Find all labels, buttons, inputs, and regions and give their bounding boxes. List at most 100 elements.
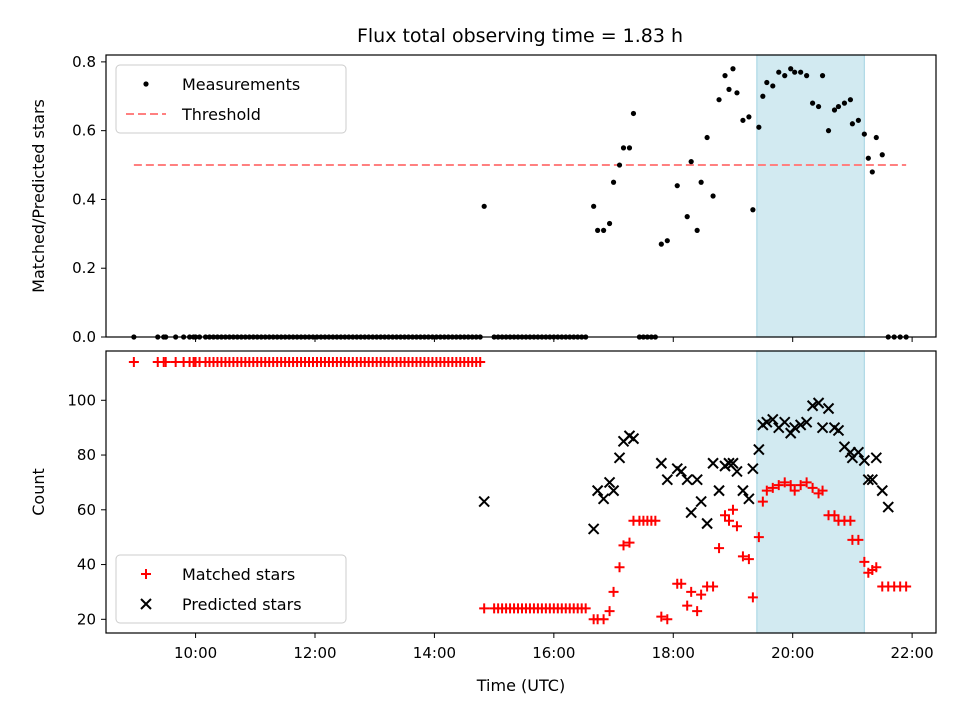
data-point — [479, 603, 490, 614]
data-point — [704, 134, 710, 141]
data-point — [730, 66, 736, 72]
data-point — [876, 484, 888, 497]
data-point — [779, 416, 791, 428]
y-tick-label: 20 — [77, 610, 96, 628]
data-point — [788, 66, 794, 72]
data-point — [740, 117, 746, 123]
x-tick-label: 20:00 — [771, 644, 814, 662]
data-point — [601, 227, 607, 233]
data-point — [770, 83, 776, 89]
y-tick-label: 40 — [77, 556, 96, 574]
y-tick-label: 100 — [67, 391, 96, 409]
plot-frame — [105, 54, 937, 338]
data-point — [591, 484, 604, 497]
data-point — [831, 107, 838, 113]
data-point — [580, 603, 591, 614]
data-point — [613, 452, 626, 464]
data-point — [809, 100, 816, 106]
data-point — [624, 537, 635, 548]
data-point — [691, 473, 703, 486]
data-point — [819, 73, 826, 79]
data-point — [160, 356, 171, 367]
data-point — [726, 86, 732, 92]
data-point — [767, 413, 779, 426]
data-point — [841, 100, 848, 106]
data-point — [714, 543, 725, 554]
data-point — [710, 193, 716, 199]
data-point — [756, 124, 762, 130]
data-point — [658, 241, 664, 247]
data-point — [731, 521, 742, 532]
data-point — [847, 97, 854, 103]
x-axis-label: Time (UTC) — [476, 676, 565, 695]
data-point — [650, 515, 661, 526]
data-point — [753, 532, 764, 543]
data-point — [845, 515, 856, 526]
data-point — [806, 400, 819, 412]
series-2 — [478, 397, 894, 535]
data-point — [656, 611, 667, 622]
data-point — [727, 504, 738, 515]
legend-label: Matched stars — [182, 565, 295, 584]
data-point — [695, 495, 707, 508]
data-point — [816, 421, 829, 434]
y-axis-label: Matched/Predicted stars — [29, 99, 48, 293]
data-point — [128, 356, 139, 367]
data-point — [747, 463, 759, 475]
data-point — [707, 457, 719, 469]
data-point — [760, 93, 766, 99]
data-point — [779, 477, 790, 488]
data-point — [852, 446, 865, 459]
data-point — [807, 482, 818, 493]
data-point — [608, 586, 619, 597]
x-tick-label: 12:00 — [293, 644, 336, 662]
data-point — [753, 443, 765, 456]
data-point — [662, 614, 673, 625]
data-point — [750, 207, 756, 213]
data-point — [481, 203, 487, 209]
y-tick-label: 0.4 — [72, 190, 96, 208]
data-point — [761, 485, 772, 496]
data-point — [832, 424, 845, 437]
data-point — [685, 506, 697, 519]
data-point — [620, 145, 627, 151]
data-point — [661, 473, 674, 486]
data-point — [591, 203, 597, 209]
legend-box — [115, 554, 347, 624]
x-tick-label: 10:00 — [174, 644, 217, 662]
data-point — [764, 79, 770, 86]
data-point — [616, 162, 623, 168]
y-tick-label: 0.8 — [72, 53, 96, 71]
data-point — [603, 476, 616, 489]
data-point — [866, 473, 879, 486]
data-point — [792, 69, 798, 75]
data-point — [716, 97, 722, 103]
data-point — [869, 169, 875, 175]
data-point — [873, 134, 879, 141]
data-point — [817, 485, 828, 496]
data-point — [595, 227, 601, 233]
data-point — [694, 227, 700, 233]
data-point — [829, 510, 840, 521]
data-point — [701, 517, 713, 530]
data-point — [708, 581, 719, 592]
data-point — [853, 534, 864, 545]
x-tick-label: 22:00 — [890, 644, 933, 662]
data-point — [681, 473, 693, 486]
data-point — [812, 397, 825, 409]
data-point — [684, 214, 690, 220]
data-point — [676, 578, 687, 589]
data-point — [737, 551, 748, 562]
data-point — [785, 480, 796, 491]
legend-box — [115, 64, 347, 134]
data-point — [782, 73, 788, 79]
data-point — [801, 477, 812, 488]
panel-2: 10:00 12:00 14:00 16:00 18:00 20:00 22:00 20 40 6… — [29, 350, 937, 695]
data-point — [692, 606, 703, 617]
data-point — [478, 495, 490, 508]
data-point — [475, 356, 486, 367]
chart-title: Flux total observing time = 1.83 h — [357, 25, 683, 47]
data-point — [723, 515, 734, 526]
data-point — [720, 510, 731, 521]
legend-label: Threshold — [181, 105, 261, 124]
